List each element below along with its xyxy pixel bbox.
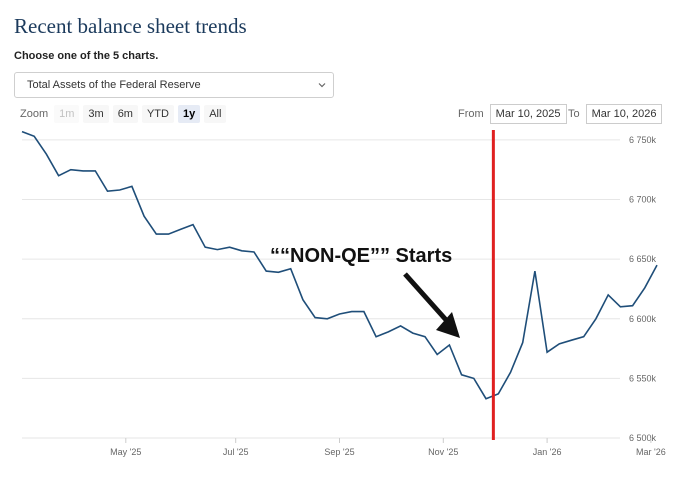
zoom-1y-button[interactable]: 1y xyxy=(177,105,201,123)
zoom-1m-button[interactable]: 1m xyxy=(54,105,80,123)
zoom-controls: Zoom 1m 3m 6m YTD 1y All xyxy=(20,104,230,124)
chart-selector-dropdown[interactable]: Total Assets of the Federal Reserve xyxy=(14,72,334,98)
range-to-label: To xyxy=(568,108,580,120)
x-tick-label: May '25 xyxy=(110,447,141,457)
x-tick-label: Jul '25 xyxy=(223,447,249,457)
range-to: To Mar 10, 2026 xyxy=(568,104,663,124)
y-tick-label: 6 600k xyxy=(629,314,657,324)
arrow-head xyxy=(436,312,460,338)
y-tick-label: 6 650k xyxy=(629,254,657,264)
y-tick-label: 6 500k xyxy=(629,433,657,443)
x-tick-label: Sep '25 xyxy=(324,447,354,457)
y-tick-label: 6 750k xyxy=(629,135,657,145)
arrow-shaft xyxy=(403,272,449,323)
y-tick-label: 6 550k xyxy=(629,373,657,383)
x-axis-ticks: May '25 Jul '25 Sep '25 Nov '25 Jan '26 Mar '… xyxy=(110,438,666,457)
x-tick-label: Jan '26 xyxy=(533,447,562,457)
y-axis-ticks: 6 500k 6 550k 6 600k 6 650k 6 700k 6 750k xyxy=(629,135,657,443)
line-chart: 6 500k 6 550k 6 600k 6 650k 6 700k 6 750k May… xyxy=(21,130,666,457)
chart-chooser-label: Choose one of the 5 charts. xyxy=(14,50,159,62)
series-line-total-assets xyxy=(21,130,658,400)
zoom-all-button[interactable]: All xyxy=(204,105,227,123)
range-from: From Mar 10, 2025 xyxy=(458,104,567,124)
chart-grid xyxy=(22,139,620,439)
zoom-ytd-button[interactable]: YTD xyxy=(141,105,174,123)
zoom-6m-button[interactable]: 6m xyxy=(112,105,138,123)
x-tick-label: Nov '25 xyxy=(428,447,458,457)
page-title: Recent balance sheet trends xyxy=(14,14,247,38)
chevron-down-icon xyxy=(318,83,326,88)
range-to-input[interactable]: Mar 10, 2026 xyxy=(585,104,663,124)
zoom-3m-button[interactable]: 3m xyxy=(83,105,109,123)
y-tick-label: 6 700k xyxy=(629,195,657,205)
non-qe-annotation: ““NON-QE”” Starts xyxy=(270,245,452,267)
chart-selector-value: Total Assets of the Federal Reserve xyxy=(27,79,201,91)
range-from-input[interactable]: Mar 10, 2025 xyxy=(489,104,567,124)
arrow-icon xyxy=(403,272,460,338)
zoom-label: Zoom xyxy=(20,108,49,120)
range-from-label: From xyxy=(458,108,484,120)
x-tick-label: Mar '26 xyxy=(636,447,666,457)
